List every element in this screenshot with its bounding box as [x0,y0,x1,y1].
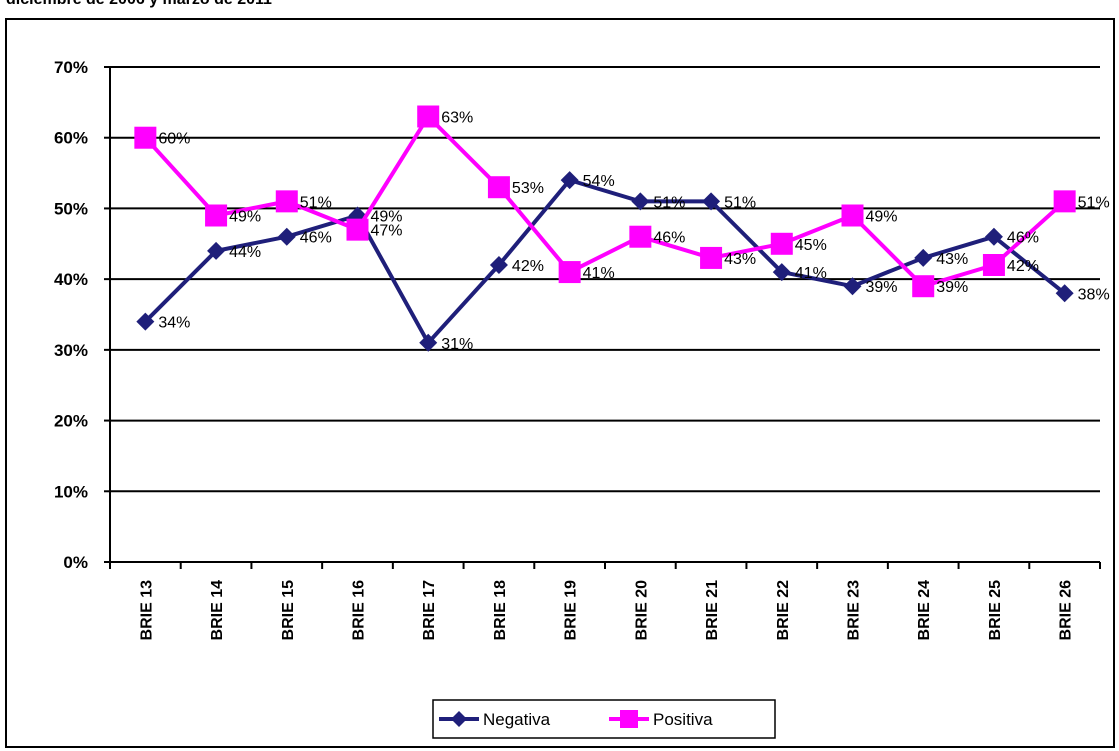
point-positiva [912,275,935,298]
x-axis: BRIE 13 BRIE 14 BRIE 15 BRIE 16 BRIE 17 BRIE … [109,562,1101,641]
point-negativa [207,241,226,260]
y-tick-label: 30% [54,341,88,360]
legend-marker-negativa [451,711,467,727]
point-positiva [275,190,298,213]
data-label-negativa: 51% [724,194,756,211]
point-negativa [702,192,721,211]
y-tick-label: 60% [54,129,88,148]
point-positiva [417,105,440,128]
data-label-negativa: 41% [795,265,827,282]
legend-marker-positiva [620,710,638,728]
data-label-positiva: 51% [300,194,332,211]
data-label-negativa: 31% [441,336,473,353]
y-tick-label: 50% [54,199,88,218]
x-tick-label: BRIE 15 [280,580,297,641]
y-tick-label: 0% [63,553,88,572]
point-negativa [984,227,1003,246]
point-positiva [558,261,581,284]
legend: Negativa Positiva [432,699,776,739]
x-tick-label: BRIE 20 [633,580,650,641]
chart-caption: diciembre de 2006 y marzo de 2011 [6,0,272,9]
point-negativa [560,171,579,190]
point-positiva [487,176,510,199]
series-layer [134,105,1076,352]
data-label-negativa: 54% [583,173,615,190]
legend-label-positiva: Positiva [653,710,713,729]
y-axis: 0% 10% 20% 30% 40% 50% 60% 70% [54,58,111,572]
point-negativa [136,312,155,331]
x-tick-label: BRIE 13 [138,580,155,641]
data-label-negativa: 42% [512,258,544,275]
point-positiva [982,254,1005,276]
point-positiva [629,225,652,248]
data-label-positiva: 49% [229,209,261,226]
data-label-positiva: 49% [866,209,898,226]
point-negativa [277,227,296,246]
point-positiva [770,232,793,255]
legend-box [432,699,776,739]
x-tick-label: BRIE 19 [563,580,580,641]
x-tick-label: BRIE 18 [492,580,509,641]
data-label-positiva: 41% [583,265,615,282]
point-negativa [489,256,508,274]
data-label-positiva: 45% [795,237,827,254]
x-tick-label: BRIE 22 [775,580,792,641]
data-label-negativa: 43% [936,251,968,268]
point-negativa [772,263,791,282]
x-tick-label: BRIE 24 [916,580,933,641]
y-tick-label: 70% [54,58,88,77]
point-positiva [700,246,723,269]
point-negativa [419,333,438,352]
data-label-positiva: 42% [1007,258,1039,275]
gridlines [110,66,1100,563]
x-tick-label: BRIE 23 [846,580,863,641]
data-label-negativa: 46% [300,230,332,247]
legend-label-negativa: Negativa [483,710,551,729]
point-negativa [843,277,862,296]
point-positiva [841,204,864,227]
data-label-negativa: 49% [371,209,403,226]
chart-frame [5,18,1115,748]
y-tick-label: 40% [54,270,88,289]
data-label-negativa: 51% [653,194,685,211]
data-label-positiva: 53% [512,180,544,197]
series-line-positiva [143,114,1066,289]
data-label-negativa: 44% [229,244,261,261]
data-label-positiva: 46% [653,230,685,247]
data-label-negativa: 34% [158,315,190,332]
data-label-negativa: 38% [1078,286,1110,303]
data-label-positiva: 39% [936,279,968,296]
data-label-positiva: 43% [724,251,756,268]
data-labels: 34% 44% 46% 49% 31% 42% 54% 51% 51% 41% 39% 43% 46% 3… [158,110,1109,353]
point-negativa [914,248,933,267]
y-tick-label: 10% [54,482,88,501]
data-label-negativa: 39% [866,279,898,296]
point-positiva [205,204,228,227]
data-label-negativa: 46% [1007,230,1039,247]
x-tick-label: BRIE 17 [421,580,438,641]
x-tick-label: BRIE 25 [987,580,1004,641]
point-positiva [134,126,157,149]
data-label-positiva: 47% [371,223,403,240]
point-negativa [631,192,650,211]
data-label-positiva: 51% [1078,194,1110,211]
series-line-negativa [143,178,1066,345]
y-tick-label: 20% [54,412,88,431]
x-tick-label: BRIE 26 [1058,580,1075,641]
data-label-positiva: 60% [158,131,190,148]
point-positiva [346,218,369,241]
point-positiva [1053,190,1076,213]
x-tick-label: BRIE 14 [209,580,226,641]
x-tick-label: BRIE 16 [351,580,368,641]
x-tick-label: BRIE 21 [704,580,721,641]
data-label-positiva: 63% [441,110,473,127]
point-negativa [1055,284,1074,303]
